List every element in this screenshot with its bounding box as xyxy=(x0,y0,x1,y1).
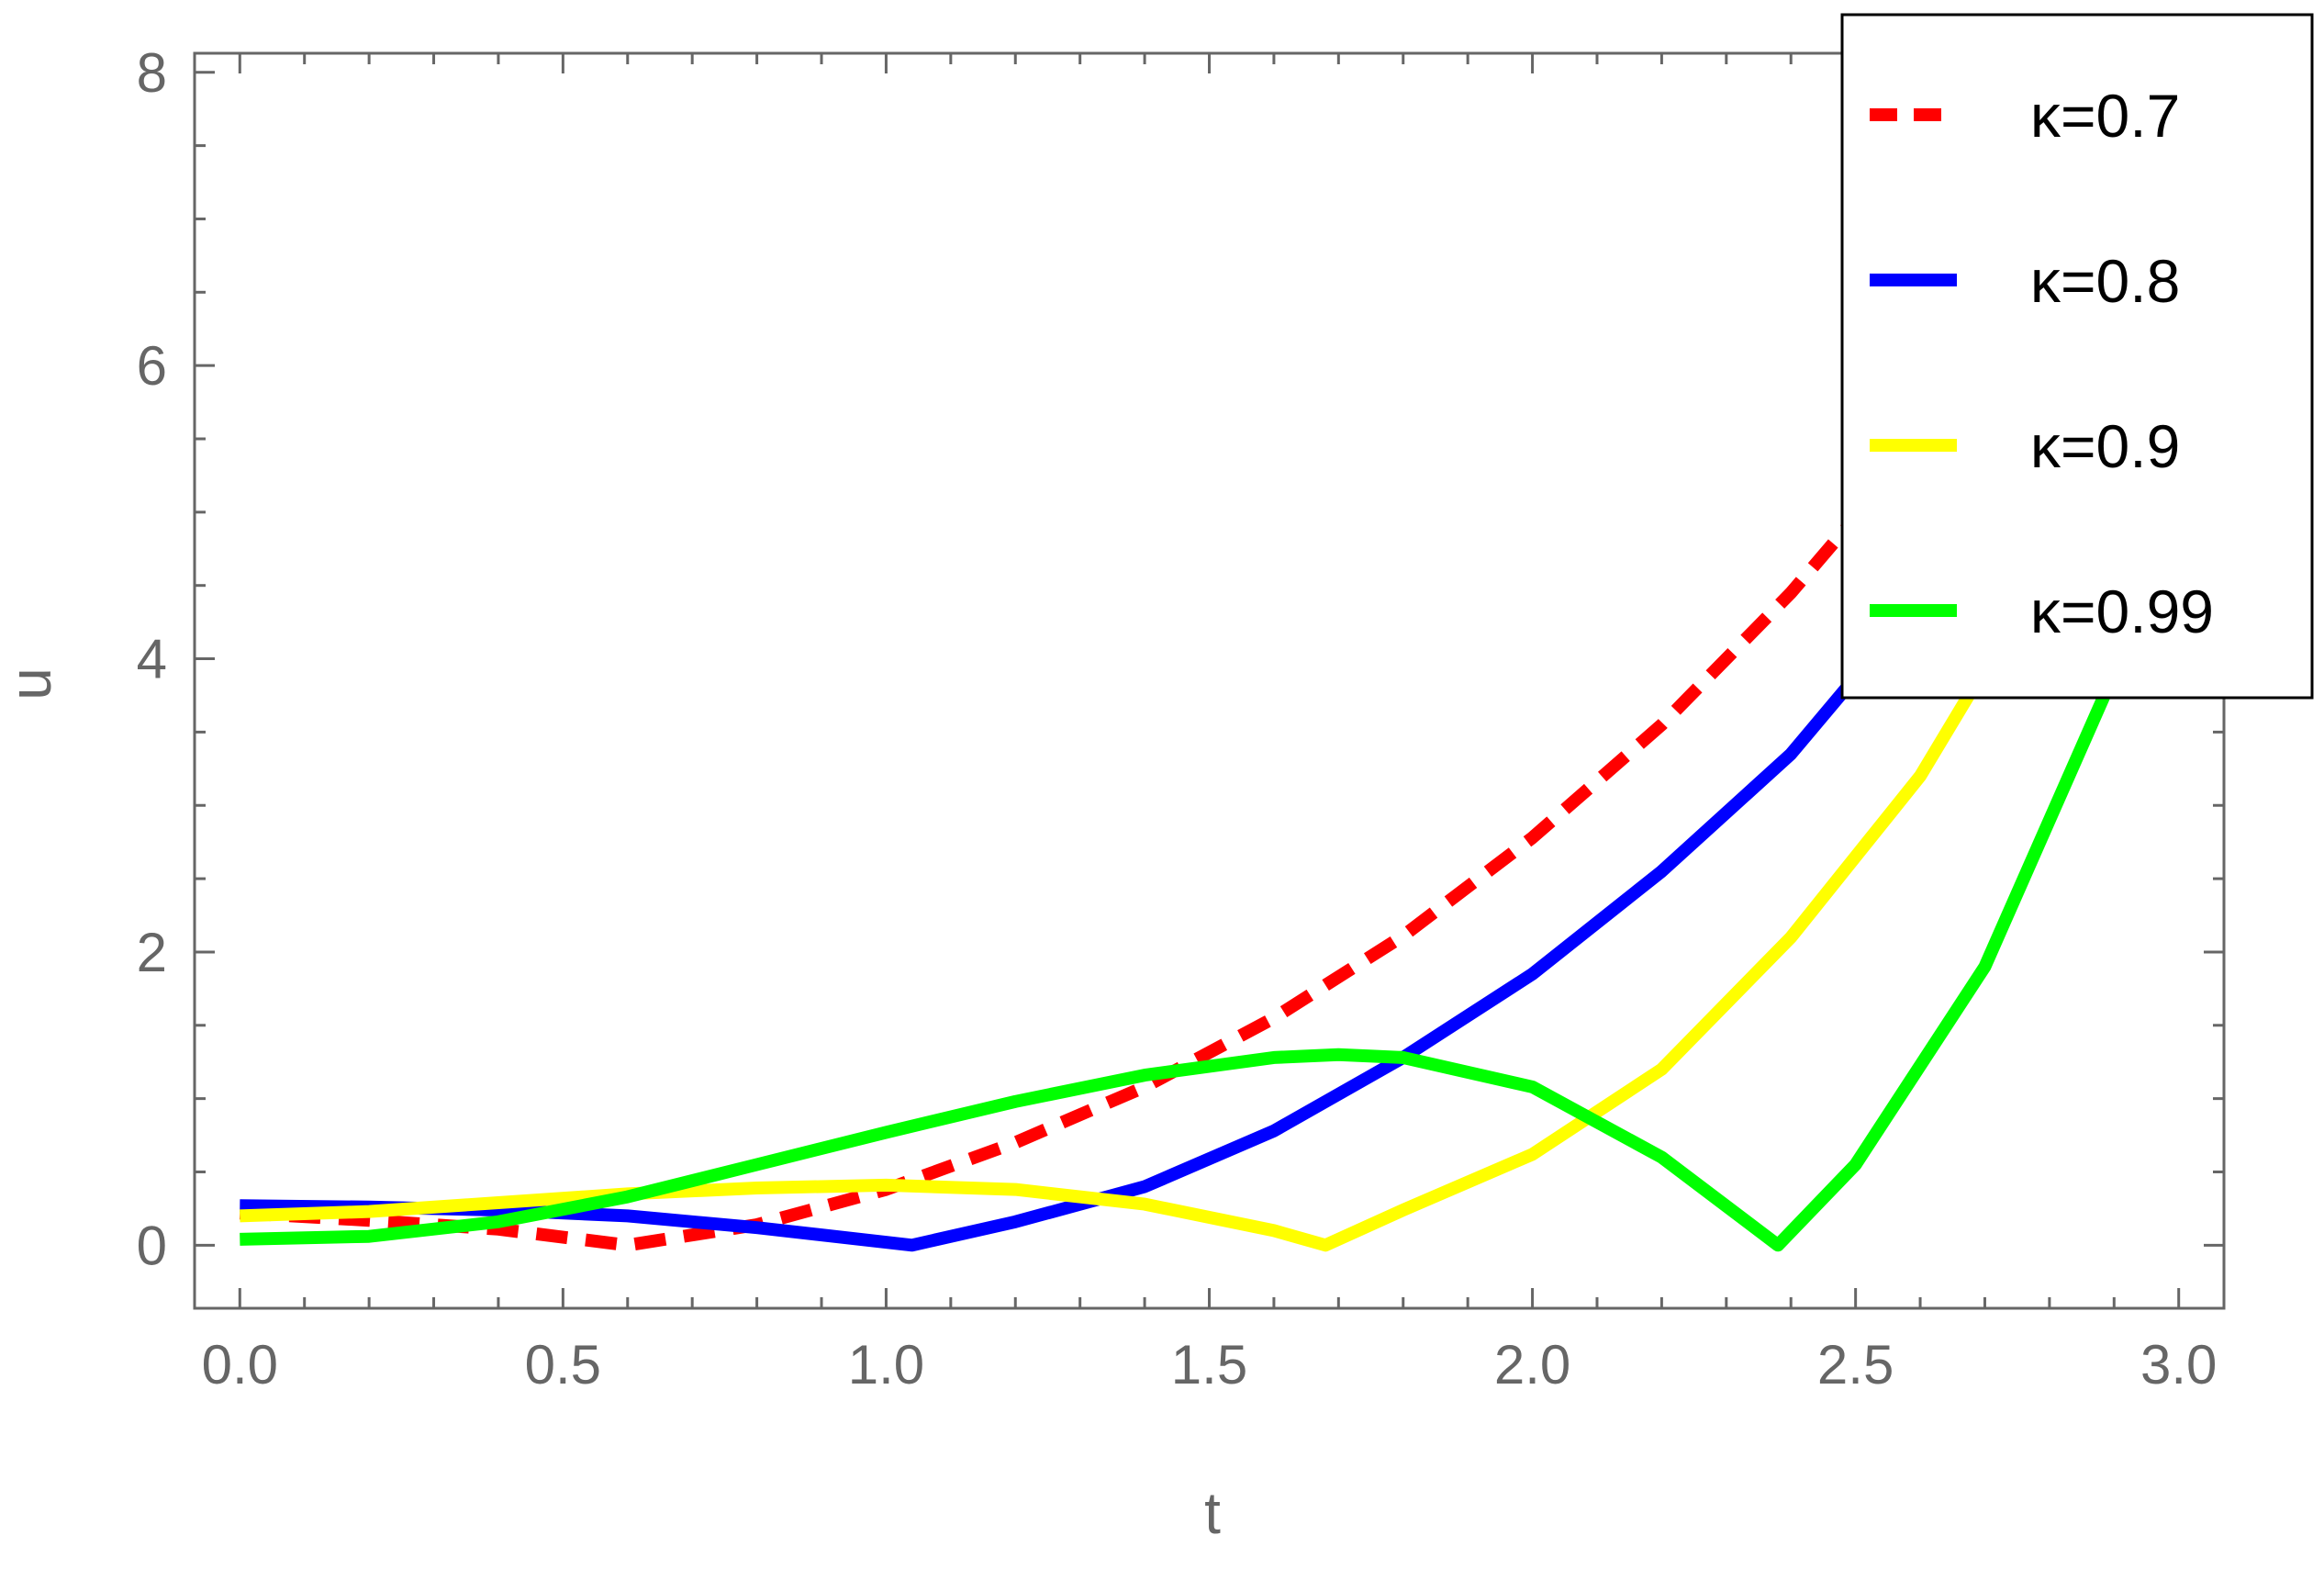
x-tick-label: 1.5 xyxy=(1171,1334,1247,1395)
y-tick-label: 8 xyxy=(137,42,167,104)
legend-label-1: κ=0.8 xyxy=(2030,247,2180,315)
x-tick-label: 2.0 xyxy=(1494,1334,1570,1395)
axis-ticks: 0.0 0.5 1.0 1.5 2.0 2.5 3.0 0 2 4 6 8 xyxy=(137,42,2224,1395)
legend-label-2: κ=0.9 xyxy=(2030,412,2180,480)
series-line-3 xyxy=(240,670,2120,1252)
x-axis-title: t xyxy=(1204,1480,1221,1546)
x-tick-label: 2.5 xyxy=(1817,1334,1894,1395)
y-axis-title: u xyxy=(0,667,63,700)
x-tick-label: 0.5 xyxy=(525,1334,601,1395)
legend-label-3: κ=0.99 xyxy=(2030,577,2214,645)
legend: κ=0.7 κ=0.8 κ=0.9 κ=0.99 xyxy=(1840,13,2314,700)
legend-box xyxy=(1840,13,2314,700)
y-tick-label: 2 xyxy=(137,922,167,983)
x-tick-label: 3.0 xyxy=(2140,1334,2217,1395)
legend-label-0: κ=0.7 xyxy=(2030,82,2180,150)
series-line-2 xyxy=(240,611,2023,1252)
series-layer xyxy=(239,266,2120,1252)
x-tick-label: 1.0 xyxy=(848,1334,924,1395)
x-tick-label: 0.0 xyxy=(202,1334,278,1395)
series-line-0 xyxy=(239,266,2055,1252)
y-tick-label: 4 xyxy=(137,629,167,690)
y-tick-label: 0 xyxy=(137,1215,167,1276)
y-tick-label: 6 xyxy=(137,335,167,397)
series-line-1 xyxy=(240,596,1926,1252)
